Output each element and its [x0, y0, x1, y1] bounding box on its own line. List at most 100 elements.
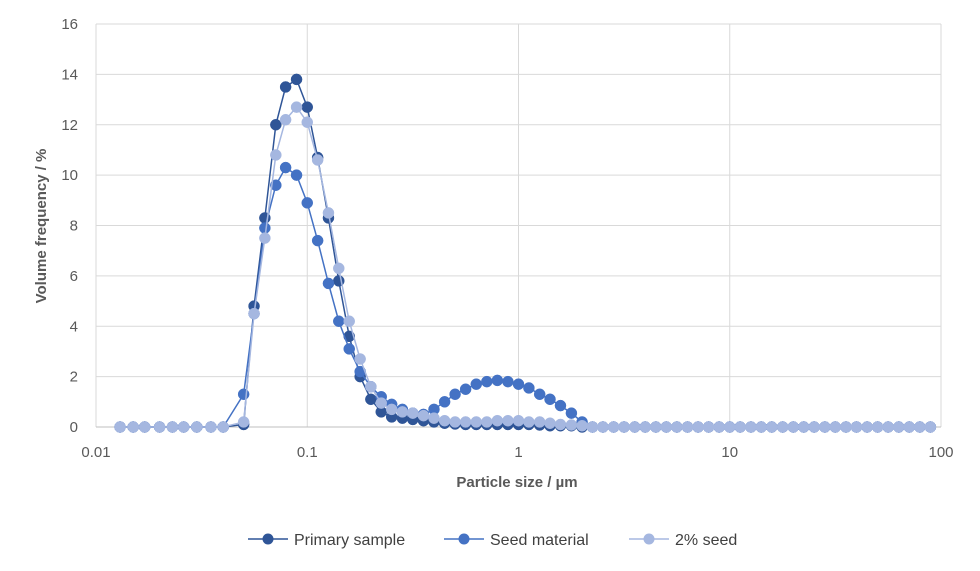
data-point	[375, 397, 387, 409]
data-point	[279, 161, 292, 174]
y-tick-label: 10	[61, 167, 78, 184]
data-point	[290, 101, 303, 113]
y-tick-label: 8	[70, 218, 78, 235]
data-point	[491, 374, 504, 387]
data-point	[576, 419, 588, 432]
data-point	[544, 417, 556, 429]
y-tick-label: 0	[70, 419, 78, 436]
data-point	[502, 414, 514, 427]
data-point	[470, 416, 483, 428]
data-point	[270, 119, 282, 131]
data-point	[259, 222, 271, 234]
data-point	[322, 207, 335, 219]
data-point	[554, 399, 567, 412]
series-2-seed	[114, 101, 937, 433]
y-tick-label: 14	[61, 66, 78, 83]
data-point	[724, 421, 736, 433]
data-point	[882, 421, 894, 433]
legend-marker	[262, 533, 274, 545]
data-point	[924, 421, 937, 433]
gridlines	[95, 23, 942, 427]
data-point	[819, 421, 831, 433]
data-point	[279, 81, 292, 93]
data-point	[650, 421, 662, 433]
y-tick-label: 6	[70, 268, 78, 285]
data-point	[449, 416, 461, 428]
data-point	[407, 407, 419, 419]
data-point	[871, 421, 884, 433]
data-point	[166, 421, 179, 433]
data-point	[396, 406, 409, 418]
data-point	[565, 407, 578, 419]
data-point	[177, 421, 190, 433]
data-point	[544, 393, 556, 406]
data-point	[322, 277, 335, 290]
data-point	[301, 101, 313, 113]
data-point	[438, 414, 451, 427]
data-point	[365, 380, 377, 393]
data-point	[734, 421, 746, 433]
data-point	[428, 412, 440, 424]
legend: Primary sample Seed material 2% seed	[248, 532, 737, 549]
data-point	[512, 414, 525, 427]
legend-label: Primary sample	[294, 532, 405, 549]
data-point	[512, 378, 525, 390]
data-point	[270, 149, 282, 161]
data-point	[681, 421, 694, 433]
data-point	[533, 416, 546, 428]
y-tick-label: 16	[61, 16, 78, 33]
data-point	[449, 388, 461, 401]
y-tick-label: 2	[70, 369, 78, 386]
data-point	[639, 421, 651, 433]
data-point	[114, 421, 126, 433]
data-point	[259, 232, 271, 244]
series-line	[120, 105, 931, 428]
data-point	[417, 409, 430, 422]
data-point	[745, 421, 757, 433]
x-axis-title: Particle size / µm	[456, 474, 577, 491]
data-point	[343, 343, 355, 355]
data-point	[850, 421, 863, 433]
data-point	[365, 393, 377, 406]
data-point	[301, 116, 313, 128]
data-point	[565, 419, 578, 431]
data-point	[470, 378, 483, 390]
data-point	[903, 421, 916, 433]
data-point	[459, 383, 472, 395]
data-point	[502, 375, 514, 388]
data-point	[270, 179, 282, 191]
data-point	[692, 421, 704, 433]
legend-marker	[643, 533, 655, 545]
data-point	[829, 421, 842, 433]
data-point	[808, 421, 820, 433]
data-point	[301, 197, 313, 209]
series-seed-material	[114, 161, 937, 433]
data-point	[354, 353, 366, 365]
y-tick-labels: 0 2 4 6 8 10 12 14 16	[61, 16, 78, 436]
legend-label: 2% seed	[675, 532, 737, 549]
data-point	[153, 421, 166, 433]
data-point	[438, 396, 451, 408]
data-point	[481, 416, 493, 428]
x-tick-label: 0.1	[297, 444, 318, 461]
data-point	[491, 414, 504, 427]
data-point	[191, 421, 203, 433]
data-point	[343, 315, 355, 327]
data-point	[893, 421, 905, 433]
data-point	[481, 375, 493, 388]
x-tick-labels: 0.01 0.1 1 10 100	[81, 444, 953, 461]
x-tick-label: 100	[928, 444, 953, 461]
data-point	[533, 388, 546, 401]
series-layer	[114, 73, 937, 433]
data-point	[237, 416, 250, 428]
data-point	[311, 154, 324, 166]
data-point	[333, 315, 345, 327]
data-point	[797, 421, 810, 433]
data-point	[628, 421, 641, 433]
legend-item: Seed material	[444, 532, 589, 549]
data-point	[279, 113, 292, 126]
series-line	[120, 78, 931, 428]
data-point	[554, 418, 567, 431]
y-axis-title: Volume frequency / %	[33, 149, 50, 304]
